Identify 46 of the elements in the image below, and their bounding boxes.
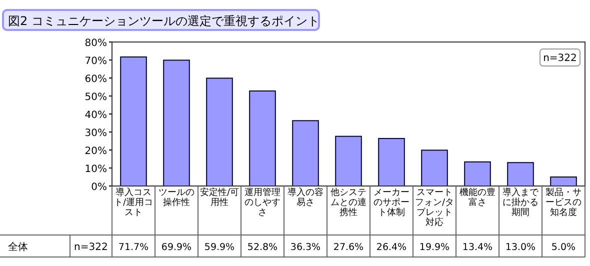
bar <box>249 90 276 186</box>
bar <box>378 138 405 186</box>
x-tick-label: メーカーのサポート体制 <box>372 187 410 218</box>
bar <box>550 176 577 186</box>
x-tick-label: ツールの操作性 <box>158 187 196 208</box>
data-label: 13.0% <box>505 242 536 253</box>
bar <box>206 78 233 186</box>
data-label: 71.7% <box>118 242 149 253</box>
y-tick-label: 10% <box>84 164 107 175</box>
y-tick-label: 30% <box>84 128 107 139</box>
data-label: 27.6% <box>333 242 364 253</box>
bar <box>120 56 147 186</box>
x-tick-label: 導入の容易さ <box>286 186 324 208</box>
chart-title: 図2 コミュニケーションツールの選定で重視するポイント <box>8 14 320 28</box>
bar <box>335 136 362 186</box>
x-tick-label: 他システムとの連携性 <box>330 186 368 218</box>
bar <box>464 161 491 186</box>
y-tick-label: 40% <box>84 110 107 121</box>
y-tick-label: 60% <box>84 74 107 85</box>
data-label: 13.4% <box>462 242 493 253</box>
bar <box>421 150 448 186</box>
y-tick-label: 80% <box>84 38 107 49</box>
data-label: 59.9% <box>204 242 235 253</box>
data-label: 5.0% <box>551 242 576 253</box>
x-tick-label: スマートフォン/タブレット対応 <box>414 187 456 228</box>
y-tick-label: 50% <box>84 92 107 103</box>
bar <box>292 120 319 186</box>
data-label: 26.4% <box>376 242 407 253</box>
y-tick-label: 20% <box>84 146 107 157</box>
text: 全体 <box>8 241 28 253</box>
data-label: 69.9% <box>161 242 192 253</box>
y-tick-label: 70% <box>84 56 107 67</box>
data-label: 52.8% <box>247 242 278 253</box>
x-tick-label: 製品・サービスの知名度 <box>544 186 582 218</box>
x-tick-label: 導入までに掛かる期間 <box>502 186 540 218</box>
x-tick-label: 機能の豊富さ <box>458 186 496 208</box>
x-tick-label: 運用管理のしやすさ <box>244 186 282 218</box>
annotation: n=322 <box>543 53 577 64</box>
x-tick-label: 導入コスト/運用コスト <box>112 186 154 218</box>
data-label: 19.9% <box>419 242 450 253</box>
bar <box>163 60 190 186</box>
bar <box>507 162 534 186</box>
data-label: 36.3% <box>290 242 321 253</box>
y-tick-label: 0% <box>91 182 107 193</box>
x-tick-label: 安定性/可用性 <box>198 186 240 208</box>
text: n=322 <box>74 242 108 253</box>
